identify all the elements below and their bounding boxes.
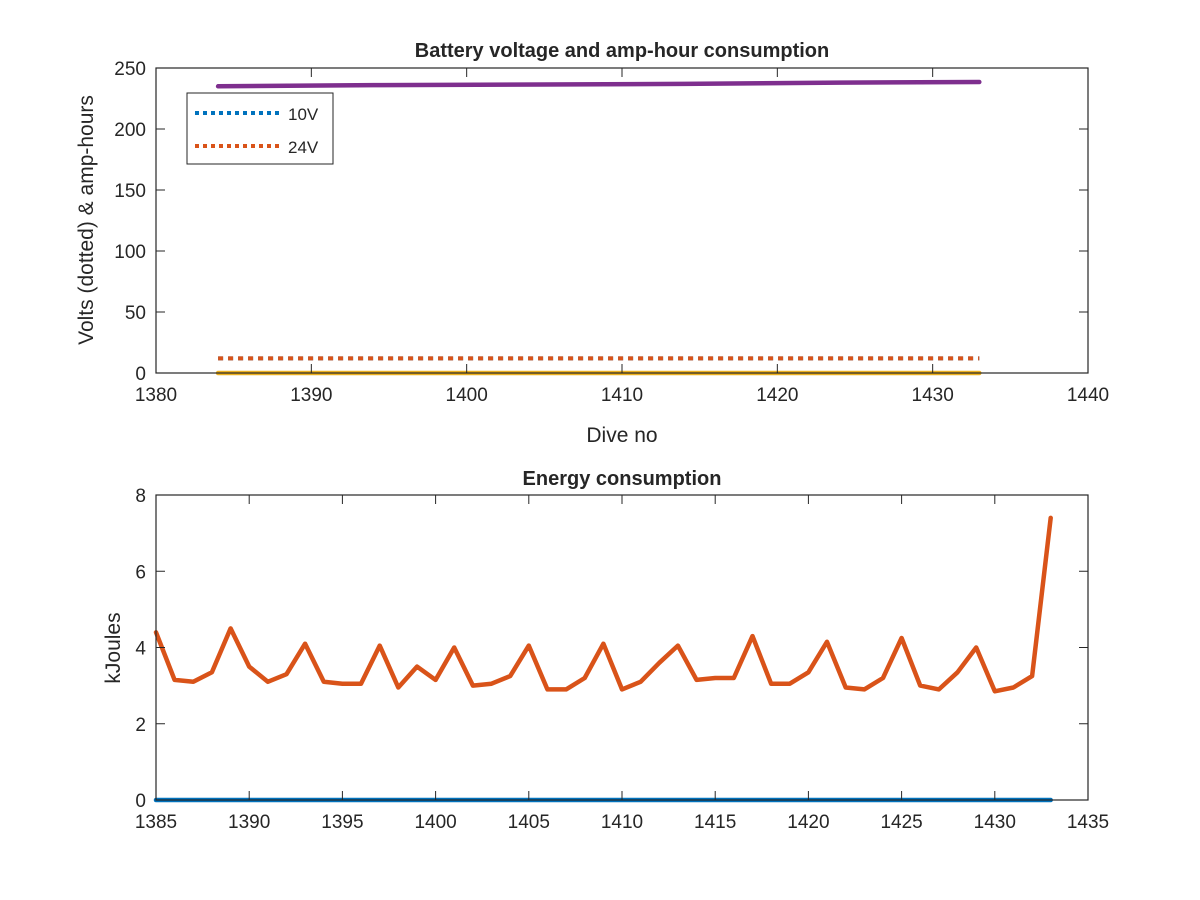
tick-group: 1380 1390 1400 1410 1420 1430 1440 0 50 100 150 200… — [114, 59, 1109, 406]
x-tick-label: 1385 — [135, 812, 177, 833]
x-tick-label: 1410 — [601, 385, 643, 406]
y-tick-label: 6 — [135, 562, 146, 583]
x-tick-label: 1390 — [228, 812, 270, 833]
y-tick-label: 0 — [135, 791, 146, 812]
energy-consumption-axes: Energy consumption 1385 1390 1395 1400 1405 1… — [102, 468, 1109, 833]
x-tick-label: 1400 — [446, 385, 488, 406]
x-tick-label: 1380 — [135, 385, 177, 406]
y-tick-label: 200 — [114, 120, 146, 141]
y-tick-label: 0 — [135, 364, 146, 385]
chart-title: Energy consumption — [523, 468, 722, 490]
x-tick-label: 1430 — [912, 385, 954, 406]
axes-box — [155, 494, 1089, 801]
series-line-1 — [153, 515, 1053, 694]
y-tick-label: 4 — [135, 639, 146, 660]
y-axis-label: kJoules — [102, 612, 125, 683]
x-tick-label: 1405 — [508, 812, 550, 833]
x-axis-label: Dive no — [586, 424, 657, 447]
y-tick-label: 250 — [114, 59, 146, 80]
legend-label-24v: 24V — [288, 138, 319, 157]
chart-title: Battery voltage and amp-hour consumption — [415, 40, 829, 62]
x-tick-label: 1400 — [414, 812, 456, 833]
series-line-4 — [215, 79, 982, 89]
voltage-amphour-axes: Battery voltage and amp-hour consumption… — [75, 40, 1109, 447]
x-tick-label: 1415 — [694, 812, 736, 833]
x-tick-label: 1420 — [787, 812, 829, 833]
y-tick-label: 100 — [114, 242, 146, 263]
y-tick-label: 150 — [114, 181, 146, 202]
legend-label-10v: 10V — [288, 105, 319, 124]
tick-group: 1385 1390 1395 1400 1405 1410 1415 1420 1425 1430… — [135, 486, 1109, 833]
x-tick-label: 1410 — [601, 812, 643, 833]
x-tick-label: 1425 — [880, 812, 922, 833]
legend: 10V 24V — [186, 92, 334, 165]
x-tick-label: 1430 — [974, 812, 1016, 833]
y-axis-label: Volts (dotted) & amp-hours — [75, 95, 98, 345]
y-tick-label: 8 — [135, 486, 146, 507]
y-tick-label: 2 — [135, 715, 146, 736]
y-tick-label: 50 — [125, 303, 146, 324]
x-tick-label: 1395 — [321, 812, 363, 833]
axes-box — [155, 67, 1089, 374]
plot-area — [156, 495, 1088, 800]
x-tick-label: 1420 — [756, 385, 798, 406]
x-tick-label: 1390 — [290, 385, 332, 406]
x-tick-label: 1440 — [1067, 385, 1109, 406]
x-tick-label: 1435 — [1067, 812, 1109, 833]
legend-box — [186, 92, 334, 165]
